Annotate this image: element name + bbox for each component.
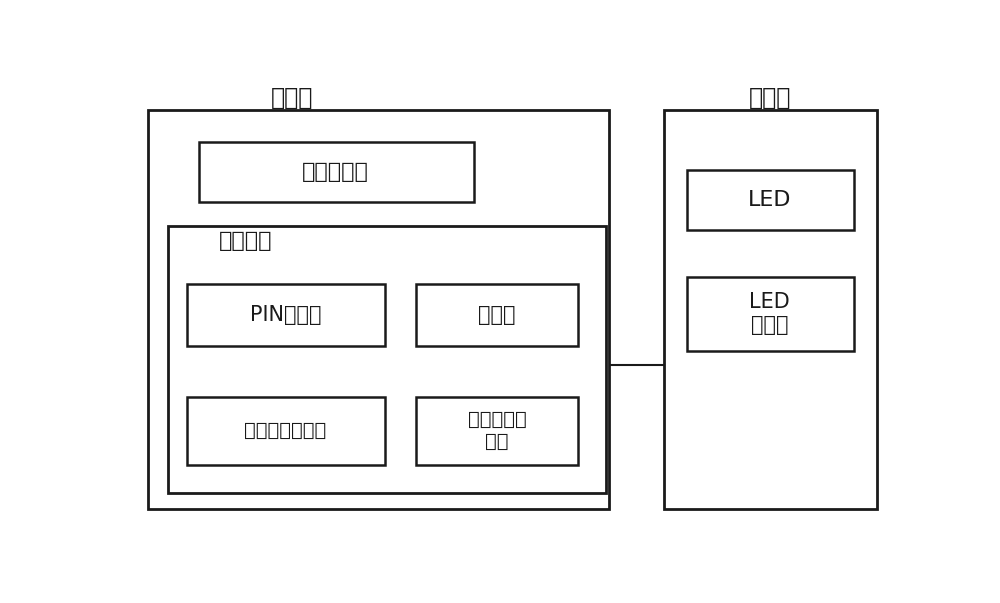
Text: 伺服控制子模块: 伺服控制子模块	[244, 421, 327, 440]
Text: 发射部: 发射部	[749, 86, 791, 110]
Bar	[187, 283, 385, 346]
Bar	[187, 397, 385, 465]
Bar	[664, 110, 877, 509]
Text: 透镜组: 透镜组	[478, 305, 516, 325]
Text: 对准模块: 对准模块	[218, 232, 272, 251]
Text: PIN子模块: PIN子模块	[250, 305, 321, 325]
Text: 接收部: 接收部	[270, 86, 313, 110]
Text: LED: LED	[748, 190, 792, 210]
Bar	[148, 110, 609, 509]
Bar	[687, 277, 854, 351]
Bar	[416, 283, 578, 346]
Bar	[687, 170, 854, 230]
Bar	[416, 397, 578, 465]
Bar	[199, 142, 474, 203]
Bar	[168, 226, 606, 493]
Text: 自动聚焦子
模块: 自动聚焦子 模块	[468, 410, 526, 451]
Text: 光电检测器: 光电检测器	[302, 162, 369, 182]
Text: LED
发射板: LED 发射板	[749, 292, 790, 335]
